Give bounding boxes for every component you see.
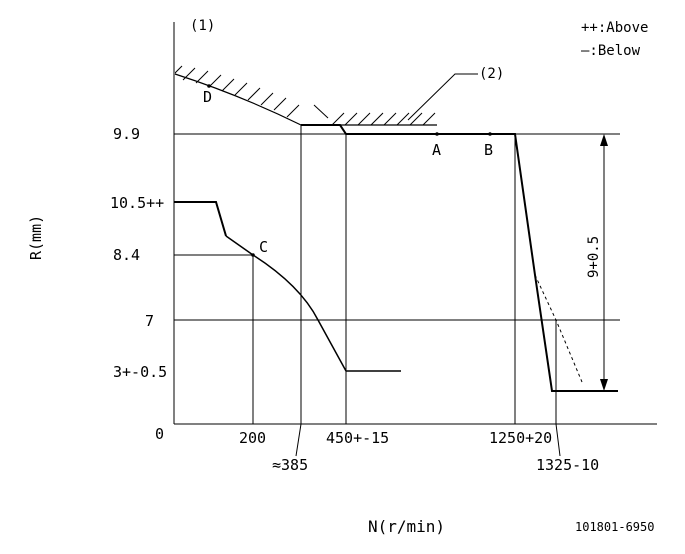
point-a-marker: [435, 132, 439, 136]
x-tick-1325: 1325-10: [536, 456, 599, 474]
dimension-label: 9+0.5: [586, 236, 602, 278]
legend-below: —:Below: [581, 43, 641, 59]
flat-stopper-hatching: [331, 112, 436, 126]
stopper-hatching: [175, 65, 300, 118]
x-tick-450: 450+-15: [326, 429, 389, 447]
stopper-curve: [174, 73, 302, 126]
point-b-marker: [488, 132, 492, 136]
start-curve-flat: [174, 201, 227, 237]
x-axis-title: N(r/min): [368, 517, 445, 536]
start-curve: [225, 235, 401, 372]
legend-above: ++:Above: [581, 20, 648, 36]
point-d-label: D: [203, 88, 212, 106]
leader-385: [295, 423, 302, 457]
point-c-label: C: [259, 238, 268, 256]
x-tick-385: ≈385: [272, 456, 308, 474]
y-tick-10.5: 10.5++: [110, 194, 164, 212]
point-d-marker: [207, 84, 211, 88]
rack-curve-upper: [301, 124, 618, 392]
point-a-label: A: [432, 141, 441, 159]
stopper-tick: [313, 104, 329, 119]
y-tick-3: 3+-0.5: [113, 363, 167, 381]
y-axis-title: R(mm): [27, 215, 45, 260]
y-tick-8.4: 8.4: [113, 246, 140, 264]
y-tick-7: 7: [145, 312, 154, 330]
point-c-marker: [251, 253, 255, 257]
drawing-number: 101801-6950: [575, 520, 654, 534]
dimension-arrow-top: [600, 134, 608, 146]
leader-2: [407, 73, 478, 121]
y-tick-0: 0: [155, 425, 164, 443]
point-b-label: B: [484, 141, 493, 159]
marker-2-label: (2): [479, 66, 504, 82]
dimension-arrow-bottom: [600, 379, 608, 391]
leader-1325: [555, 423, 561, 457]
y-tick-9.9: 9.9: [113, 125, 140, 143]
cutoff-dashed: [534, 274, 583, 383]
marker-1-label: (1): [190, 18, 215, 34]
x-tick-1250: 1250+20: [489, 429, 552, 447]
x-tick-200: 200: [239, 429, 266, 447]
